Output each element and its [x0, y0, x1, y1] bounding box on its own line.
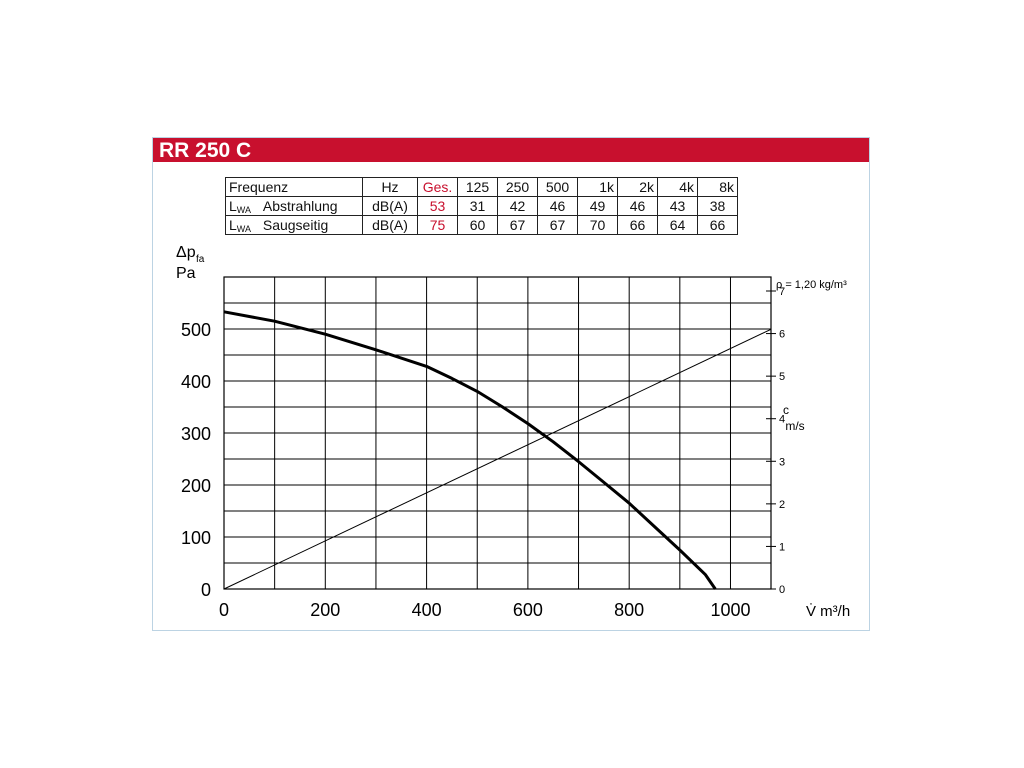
x-tick-label: 600 — [513, 600, 543, 620]
velocity-line — [223, 328, 772, 590]
table-header-band: 250 — [497, 177, 538, 197]
x-tick-label: 0 — [219, 600, 229, 620]
y2-tick-label: 6 — [779, 329, 785, 341]
row-symbol-sub: WA — [236, 223, 251, 234]
table-row-saugseitig: LWA Saugseitig dB(A) 75 60 67 67 70 66 6… — [225, 215, 738, 235]
table-cell: 66 — [697, 215, 738, 235]
row-unit: dB(A) — [362, 196, 418, 216]
table-cell: 67 — [497, 215, 538, 235]
y-axis-label: Δp — [176, 244, 196, 261]
row-symbol: L — [229, 216, 237, 233]
y-tick-label: 200 — [181, 476, 211, 496]
table-header-band: 125 — [457, 177, 498, 197]
x-tick-label: 400 — [412, 600, 442, 620]
chart-panel: RR 250 C Frequenz Hz Ges. 125 250 500 1k… — [152, 137, 870, 631]
density-note: ρ = 1,20 kg/m³ — [776, 279, 847, 291]
y-tick-label: 400 — [181, 372, 211, 392]
table-cell: 60 — [457, 215, 498, 235]
table-cell: 64 — [657, 215, 698, 235]
table-header-band: 2k — [617, 177, 658, 197]
x-tick-label: 200 — [310, 600, 340, 620]
table-header-band: 8k — [697, 177, 738, 197]
row-unit: dB(A) — [362, 215, 418, 235]
row-symbol: L — [229, 197, 237, 214]
y-tick-label: 500 — [181, 320, 211, 340]
y-tick-label: 0 — [201, 580, 211, 600]
y2-axis-label: c — [783, 403, 789, 417]
y2-tick-label: 2 — [779, 499, 785, 511]
y-tick-label: 300 — [181, 424, 211, 444]
table-cell: 49 — [577, 196, 618, 216]
y2-tick-label: 0 — [779, 584, 785, 596]
table-row-abstrahlung: LWA Abstrahlung dB(A) 53 31 42 46 49 46 … — [225, 196, 738, 216]
table-cell: 70 — [577, 215, 618, 235]
row-name: Saugseitig — [262, 216, 329, 233]
table-header-band: 500 — [537, 177, 578, 197]
product-title: RR 250 C — [153, 138, 869, 162]
y2-tick-label: 1 — [779, 541, 785, 553]
row-ges: 53 — [417, 196, 458, 216]
row-label: LWA Saugseitig — [225, 215, 363, 235]
row-label: LWA Abstrahlung — [225, 196, 363, 216]
table-header-ges: Ges. — [417, 177, 458, 197]
pressure-curve — [223, 310, 717, 590]
x-tick-label: 800 — [614, 600, 644, 620]
y2-tick-label: 3 — [779, 456, 785, 468]
row-name: Abstrahlung — [262, 197, 338, 214]
y-axis-label-sub: fa — [196, 254, 205, 265]
table-cell: 67 — [537, 215, 578, 235]
x-axis-label: V̇ m³/h — [806, 603, 850, 620]
y2-tick-label: 4 — [779, 414, 785, 426]
y2-tick-label: 5 — [779, 371, 785, 383]
table-cell: 46 — [537, 196, 578, 216]
row-symbol-sub: WA — [236, 204, 251, 215]
table-cell: 42 — [497, 196, 538, 216]
table-cell: 66 — [617, 215, 658, 235]
y2-tick-label: 7 — [779, 286, 785, 298]
y-axis-unit: Pa — [176, 265, 196, 282]
table-cell: 43 — [657, 196, 698, 216]
plot-frame — [223, 276, 772, 590]
x-tick-label: 1000 — [710, 600, 750, 620]
noise-table: Frequenz Hz Ges. 125 250 500 1k 2k 4k 8k… — [225, 177, 738, 235]
y2-axis-unit: m/s — [785, 419, 804, 433]
y-tick-label: 100 — [181, 528, 211, 548]
